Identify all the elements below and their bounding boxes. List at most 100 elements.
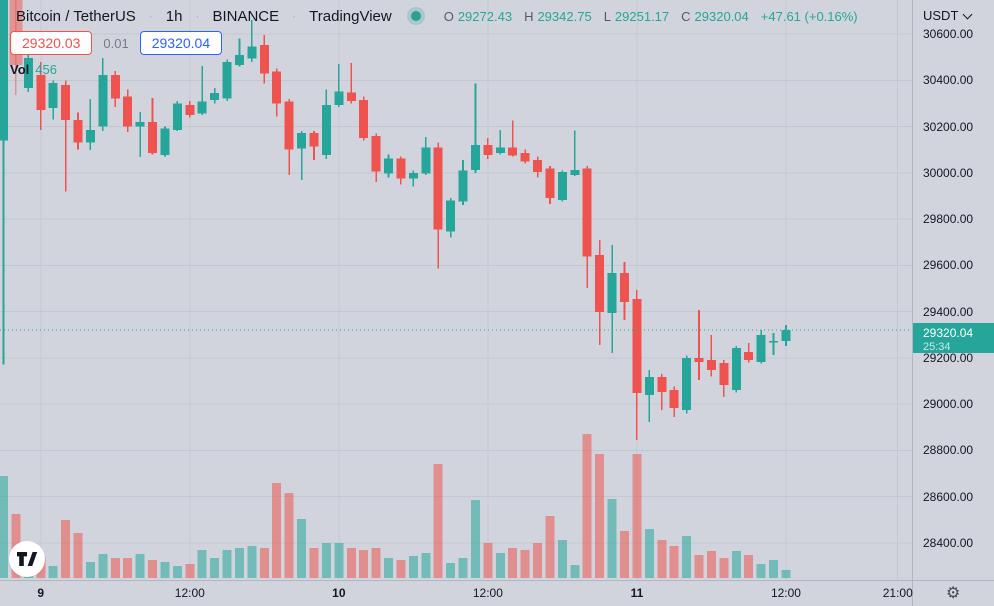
tradingview-brand-link[interactable]: TradingView bbox=[309, 7, 392, 25]
volume-bar bbox=[682, 536, 692, 578]
candle-body bbox=[384, 158, 394, 174]
price-tick-label: 29000.00 bbox=[923, 397, 974, 412]
spread-value: 0.01 bbox=[103, 35, 129, 51]
candle-body bbox=[706, 360, 716, 371]
candle-body bbox=[669, 389, 679, 408]
volume-bar bbox=[495, 553, 505, 578]
settings-gear-icon[interactable]: ⚙ bbox=[946, 585, 961, 602]
candlestick-chart[interactable] bbox=[0, 0, 912, 580]
candle-body bbox=[632, 299, 642, 393]
volume-bar bbox=[135, 554, 145, 578]
volume-bar bbox=[172, 566, 182, 578]
tradingview-logo[interactable] bbox=[9, 541, 45, 577]
close-value: 29320.04 bbox=[694, 8, 749, 24]
interval-selector[interactable]: 1h bbox=[165, 7, 183, 25]
high-value: 29342.75 bbox=[537, 8, 592, 24]
candle-body bbox=[247, 46, 257, 59]
candle-body bbox=[321, 105, 331, 155]
high-label: H bbox=[524, 8, 534, 24]
volume-bar bbox=[371, 548, 381, 578]
low-label: L bbox=[603, 8, 611, 24]
candle-body bbox=[396, 158, 406, 179]
candle-body bbox=[458, 170, 468, 202]
change-value: +47.61 (+0.16%) bbox=[760, 8, 858, 24]
candle-body bbox=[483, 145, 493, 155]
axis-corner-divider bbox=[912, 581, 913, 606]
volume-bar bbox=[309, 548, 319, 578]
candle-body bbox=[557, 171, 567, 201]
chart-canvas[interactable]: Bitcoin / TetherUS · 1h · BINANCE · Trad… bbox=[0, 0, 912, 580]
symbol-title[interactable]: Bitcoin / TetherUS bbox=[16, 7, 136, 25]
candle-body bbox=[520, 152, 530, 162]
volume-bar bbox=[719, 558, 729, 578]
candle-body bbox=[508, 147, 518, 156]
volume-bar bbox=[620, 531, 629, 578]
open-label: O bbox=[443, 8, 454, 24]
price-axis[interactable]: USDT 29320.04 25:34 30600.00 30400.00 3020… bbox=[912, 0, 994, 580]
candle-body bbox=[123, 96, 133, 127]
candle-body bbox=[222, 61, 232, 99]
candle-body bbox=[73, 120, 83, 143]
price-tick-label: 29600.00 bbox=[923, 258, 974, 273]
volume-bar bbox=[421, 553, 431, 578]
time-axis[interactable]: ⚙ 9 12:00 10 12:00 11 12:00 21:00 bbox=[0, 580, 994, 606]
volume-bar bbox=[359, 550, 369, 578]
candle-body bbox=[346, 92, 356, 102]
volume-bar bbox=[272, 483, 282, 578]
candle-body bbox=[570, 169, 580, 176]
volume-bar bbox=[756, 564, 766, 578]
currency-selector[interactable]: USDT bbox=[923, 8, 973, 23]
candle-body bbox=[446, 200, 456, 232]
candle-body bbox=[359, 99, 369, 139]
ohlc-readout: O 29272.43 H 29342.75 L 29251.17 C 29320.04 … bbox=[444, 9, 858, 24]
candle-body bbox=[61, 85, 71, 121]
volume-bar bbox=[259, 548, 269, 578]
price-tick-label: 30600.00 bbox=[923, 27, 974, 41]
time-tick-label: 12:00 bbox=[770, 586, 801, 600]
volume-bar bbox=[731, 551, 741, 578]
volume-bar bbox=[160, 562, 170, 578]
volume-bar bbox=[0, 476, 8, 578]
chevron-down-icon bbox=[962, 9, 973, 19]
candle-body bbox=[756, 335, 766, 362]
volume-bar bbox=[483, 543, 493, 578]
candle-body bbox=[644, 376, 654, 396]
candle-body bbox=[197, 101, 207, 114]
volume-value: 456 bbox=[35, 62, 57, 77]
volume-bar bbox=[657, 540, 667, 578]
volume-bar bbox=[48, 566, 58, 578]
volume-bar bbox=[197, 550, 207, 578]
volume-bar bbox=[98, 554, 108, 578]
currency-label: USDT bbox=[923, 8, 959, 23]
sell-button[interactable]: 29320.03 bbox=[10, 31, 93, 55]
volume-bar bbox=[557, 540, 567, 578]
volume-bar bbox=[247, 546, 257, 578]
candle-body bbox=[545, 168, 555, 199]
candle-body bbox=[421, 147, 431, 174]
time-tick-label: 10 bbox=[332, 586, 346, 600]
price-tick-label: 29800.00 bbox=[923, 212, 974, 227]
volume-bar bbox=[470, 500, 480, 578]
volume-bar bbox=[769, 560, 779, 578]
candle-body bbox=[694, 358, 704, 362]
chart-header: Bitcoin / TetherUS · 1h · BINANCE · Trad… bbox=[16, 5, 858, 27]
candle-body bbox=[48, 83, 58, 109]
volume-bar bbox=[334, 543, 344, 578]
market-status-icon bbox=[410, 11, 421, 21]
candle-body bbox=[284, 101, 294, 150]
candle-body bbox=[334, 91, 344, 106]
candle-body bbox=[769, 341, 779, 343]
buy-button[interactable]: 29320.04 bbox=[139, 31, 223, 55]
volume-bar bbox=[284, 493, 294, 578]
volume-bar bbox=[85, 562, 95, 578]
volume-bar bbox=[222, 550, 232, 578]
volume-bar bbox=[384, 558, 394, 578]
candle-body bbox=[657, 376, 667, 393]
volume-label: Vol bbox=[10, 62, 30, 77]
candle-body bbox=[98, 74, 108, 127]
time-tick-label: 21:00 bbox=[882, 586, 913, 600]
volume-bar bbox=[297, 519, 307, 578]
price-tick-label: 28800.00 bbox=[923, 443, 974, 458]
exchange-link[interactable]: BINANCE bbox=[212, 7, 280, 25]
